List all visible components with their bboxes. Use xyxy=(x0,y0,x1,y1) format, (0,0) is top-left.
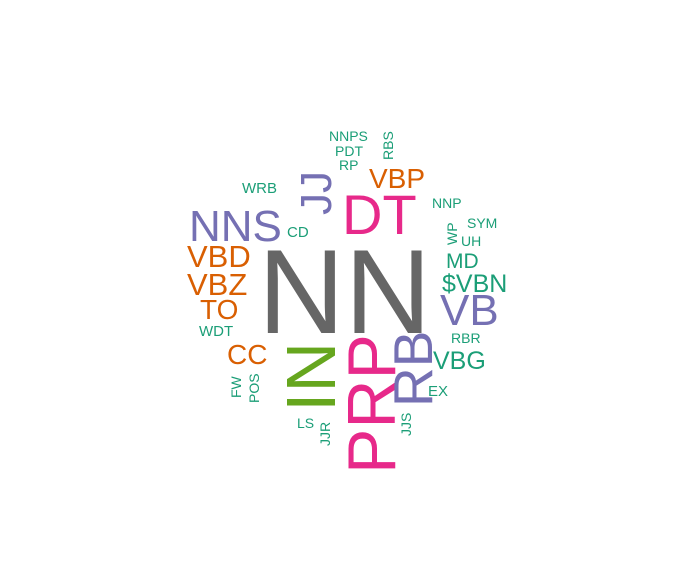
word-vbd: VBD xyxy=(187,239,251,274)
word-fw: FW xyxy=(228,376,244,398)
word-jj: JJ xyxy=(292,171,341,215)
word-to: TO xyxy=(200,294,239,325)
word-nn: NN xyxy=(258,225,432,359)
word-nnp: NNP xyxy=(432,195,462,211)
word-nns: NNS xyxy=(189,202,282,251)
word-vbg: VBG xyxy=(433,347,486,375)
word-cd: CD xyxy=(287,224,309,241)
word-vbp: VBP xyxy=(369,163,426,194)
word-vbn: $VBN xyxy=(442,270,508,298)
word-vbz: VBZ xyxy=(187,267,248,302)
word-wrb: WRB xyxy=(242,180,277,197)
word-rp: RP xyxy=(339,157,359,173)
word-sym: SYM xyxy=(467,215,498,231)
word-jjr: JJR xyxy=(317,421,333,446)
word-dt: DT xyxy=(342,183,417,246)
word-md: MD xyxy=(446,250,479,273)
word-vb: VB xyxy=(440,286,499,335)
word-cc: CC xyxy=(227,339,268,370)
word-rbr: RBR xyxy=(451,330,481,346)
word-nnps: NNPS xyxy=(329,128,368,144)
word-ls: LS xyxy=(297,415,315,431)
word-uh: UH xyxy=(461,233,482,249)
word-pdt: PDT xyxy=(335,143,363,159)
word-ex: EX xyxy=(428,383,449,400)
word-rbs: RBS xyxy=(380,131,396,160)
word-jjs: JJS xyxy=(398,412,414,436)
word-wp: WP xyxy=(444,222,460,245)
word-pos: POS xyxy=(246,373,262,403)
word-wdt: WDT xyxy=(199,323,234,340)
